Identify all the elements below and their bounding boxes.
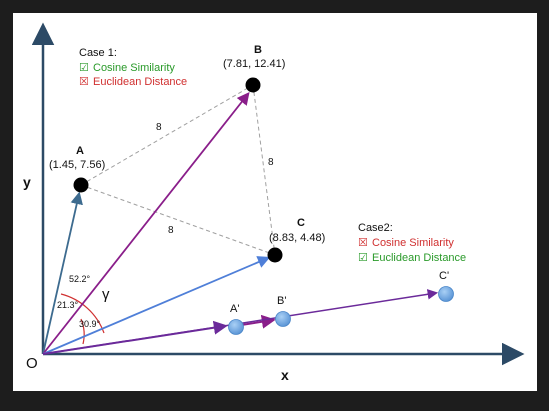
case1-cross-icon: ☒ [79,76,89,88]
point-b-coords: (7.81, 12.41) [223,58,285,70]
case1-legend: Case 1: ☑ Cosine Similarity ☒ Euclidean … [79,47,187,88]
point-c-name: C [297,217,305,229]
dashed-line-bc [252,84,276,256]
point-a-prime-name: A' [230,303,239,315]
diagram-svg: y x O 8 8 8 52.2° 21.3° 30.9° γ A (1.45,… [23,22,525,383]
point-c-coords: (8.83, 4.48) [269,232,325,244]
angle-arc-outer [60,293,105,334]
case2-legend: Case2: ☒ Cosine Similarity ☑ Euclidean D… [358,222,466,264]
point-a [73,177,89,193]
case1-check-icon: ☑ [79,62,89,74]
angle-label-52: 52.2° [69,274,91,284]
angle-label-21: 21.3° [57,300,79,310]
point-b-name: B [254,44,262,56]
point-a-prime [228,319,244,335]
case2-title: Case2: [358,222,393,234]
point-c-prime [438,286,454,302]
origin-label: O [26,355,38,372]
diagram-canvas: y x O 8 8 8 52.2° 21.3° 30.9° γ A (1.45,… [13,13,537,391]
vector-a [42,191,83,355]
case1-item-cosine: Cosine Similarity [93,62,175,74]
case2-cross-icon: ☒ [358,237,368,249]
case2-item-cosine: Cosine Similarity [372,237,454,249]
case1-title: Case 1: [79,47,117,59]
angle-arc-inner [80,318,85,345]
distance-label-ab: 8 [156,122,162,133]
angle-label-gamma: γ [102,286,110,303]
distance-label-bc: 8 [268,157,274,168]
case2-item-euclidean: Euclidean Distance [372,252,466,264]
point-c [267,247,283,263]
case1-item-euclidean: Euclidean Distance [93,76,187,88]
point-b-prime-name: B' [277,295,286,307]
point-a-coords: (1.45, 7.56) [49,159,105,171]
point-a-name: A [76,145,84,157]
case2-check-icon: ☑ [358,252,368,264]
point-b [245,77,261,93]
point-b-prime [275,311,291,327]
vector-b [42,92,250,355]
point-c-prime-name: C' [439,270,449,282]
angle-label-30: 30.9° [79,319,101,329]
x-axis-label: x [281,367,289,383]
distance-label-ac: 8 [168,225,174,236]
dashed-line-ab [80,84,254,186]
dashed-line-ac [80,184,276,256]
y-axis-label: y [23,174,31,190]
vector-c [42,256,271,355]
